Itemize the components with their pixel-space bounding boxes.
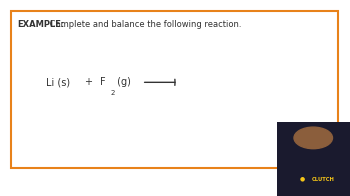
Text: EXAMPLE:: EXAMPLE: — [18, 20, 65, 29]
Text: 2: 2 — [110, 90, 114, 96]
Circle shape — [294, 127, 332, 149]
Text: F: F — [100, 77, 105, 87]
Text: ●: ● — [300, 177, 305, 182]
Text: (g): (g) — [114, 77, 131, 87]
Text: Complete and balance the following reaction.: Complete and balance the following react… — [47, 20, 241, 29]
Text: CLUTCH: CLUTCH — [311, 177, 334, 182]
Text: Li (s): Li (s) — [46, 77, 70, 87]
FancyBboxPatch shape — [276, 122, 350, 196]
Text: +: + — [84, 77, 92, 87]
FancyBboxPatch shape — [10, 11, 338, 168]
